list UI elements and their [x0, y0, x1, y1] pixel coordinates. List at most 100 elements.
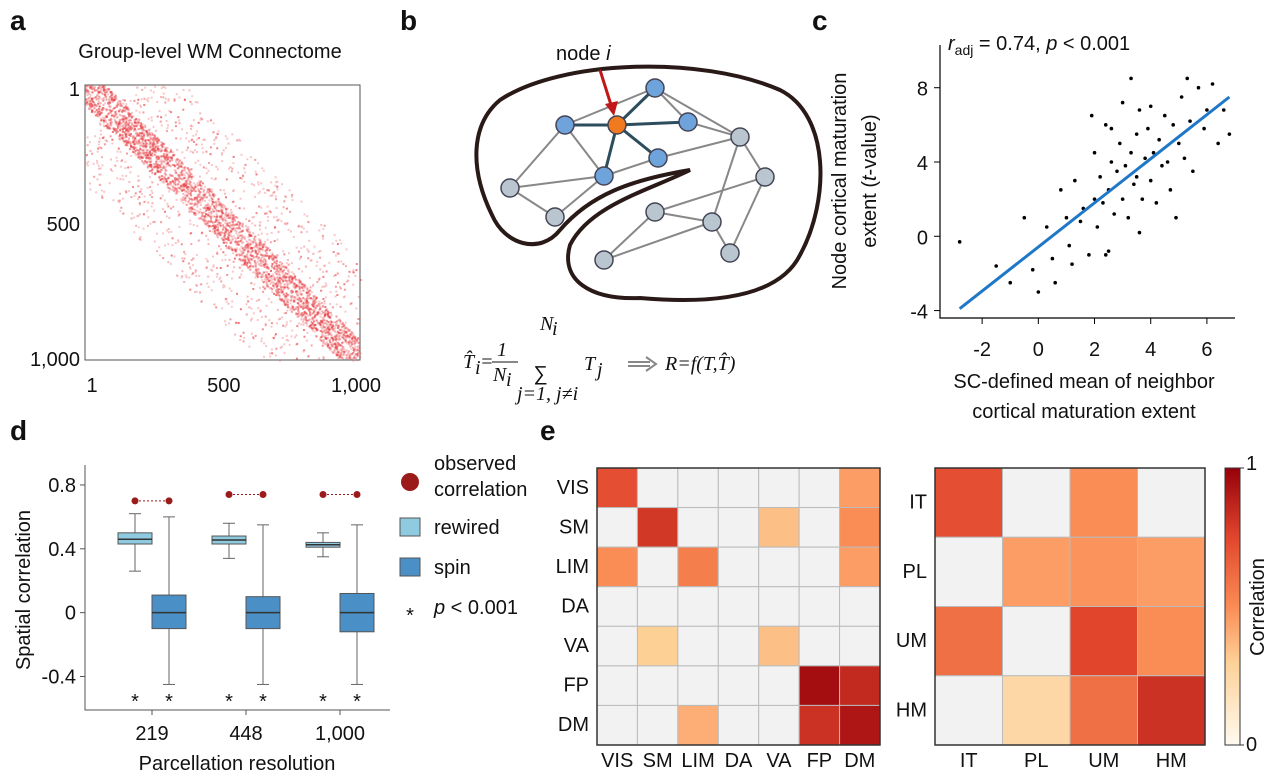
texture-dot	[97, 148, 99, 150]
texture-dot	[197, 160, 199, 162]
texture-dot	[336, 323, 338, 325]
texture-dot	[345, 265, 347, 267]
texture-dot	[97, 151, 99, 153]
texture-dot	[151, 143, 153, 145]
texture-dot	[146, 152, 148, 154]
texture-dot	[262, 291, 264, 293]
texture-dot	[211, 198, 213, 200]
texture-dot	[167, 163, 169, 165]
point	[1053, 281, 1057, 285]
texture-dot	[161, 124, 163, 126]
texture-dot	[100, 130, 102, 132]
texture-dot	[103, 99, 105, 101]
point	[1022, 216, 1026, 220]
texture-dot	[258, 234, 260, 236]
texture-dot	[86, 154, 88, 156]
texture-dot	[352, 284, 354, 286]
texture-dot	[308, 297, 310, 299]
texture-dot	[315, 298, 317, 300]
texture-dot	[313, 304, 315, 306]
texture-dot	[284, 283, 286, 285]
texture-dot	[221, 214, 223, 216]
texture-dot	[188, 140, 190, 142]
texture-dot	[265, 282, 267, 284]
texture-dot	[219, 222, 221, 224]
texture-dot	[166, 157, 168, 159]
texture-dot	[204, 205, 206, 207]
texture-dot	[216, 201, 218, 203]
legend-label: observed	[434, 453, 516, 475]
texture-dot	[288, 229, 290, 231]
texture-dot	[236, 293, 238, 295]
texture-dot	[221, 231, 223, 233]
texture-dot	[237, 221, 239, 223]
texture-dot	[254, 276, 256, 278]
texture-dot	[285, 196, 287, 198]
texture-dot	[317, 311, 319, 313]
texture-dot	[341, 357, 343, 359]
texture-dot	[283, 269, 285, 271]
texture-dot	[271, 265, 273, 267]
texture-dot	[182, 109, 184, 111]
texture-dot	[160, 159, 162, 161]
texture-dot	[305, 302, 307, 304]
texture-dot	[148, 159, 150, 161]
texture-dot	[139, 204, 141, 206]
texture-dot	[337, 273, 339, 275]
heat-cell	[718, 508, 758, 548]
texture-dot	[255, 173, 257, 175]
point	[1191, 169, 1195, 173]
texture-dot	[284, 352, 286, 354]
texture-dot	[350, 302, 352, 304]
texture-dot	[231, 247, 233, 249]
texture-dot	[300, 256, 302, 258]
x-tick-label: 500	[207, 375, 240, 397]
texture-dot	[292, 300, 294, 302]
texture-dot	[151, 170, 153, 172]
texture-dot	[276, 260, 278, 262]
texture-dot	[186, 185, 188, 187]
texture-dot	[198, 122, 200, 124]
texture-dot	[354, 343, 356, 345]
texture-dot	[323, 336, 325, 338]
point	[1222, 108, 1226, 112]
texture-dot	[104, 102, 106, 104]
texture-dot	[292, 295, 294, 297]
texture-dot	[194, 149, 196, 151]
texture-dot	[193, 224, 195, 226]
texture-dot	[349, 357, 351, 359]
heat-cell	[1138, 468, 1206, 537]
texture-dot	[179, 163, 181, 165]
texture-dot	[336, 303, 338, 305]
texture-dot	[255, 269, 257, 271]
texture-dot	[294, 336, 296, 338]
texture-dot	[257, 261, 259, 263]
texture-dot	[234, 334, 236, 336]
heat-cell	[597, 468, 637, 508]
texture-dot	[359, 356, 361, 358]
texture-dot	[273, 282, 275, 284]
texture-dot	[242, 226, 244, 228]
texture-dot	[135, 132, 137, 134]
point	[1112, 212, 1116, 216]
heat-cell	[799, 508, 839, 548]
texture-dot	[138, 196, 140, 198]
texture-dot	[261, 257, 263, 259]
texture-dot	[125, 190, 127, 192]
texture-dot	[185, 274, 187, 276]
y-tick-label: DM	[558, 714, 589, 736]
texture-dot	[105, 115, 107, 117]
texture-dot	[339, 323, 341, 325]
texture-dot	[229, 288, 231, 290]
texture-dot	[300, 292, 302, 294]
texture-dot	[343, 325, 345, 327]
texture-dot	[247, 242, 249, 244]
sig-marker: *	[319, 691, 327, 713]
heat-cell	[718, 626, 758, 666]
texture-dot	[247, 266, 249, 268]
texture-dot	[206, 267, 208, 269]
point	[1031, 268, 1035, 272]
texture-dot	[225, 196, 227, 198]
texture-dot	[224, 193, 226, 195]
texture-dot	[211, 177, 213, 179]
